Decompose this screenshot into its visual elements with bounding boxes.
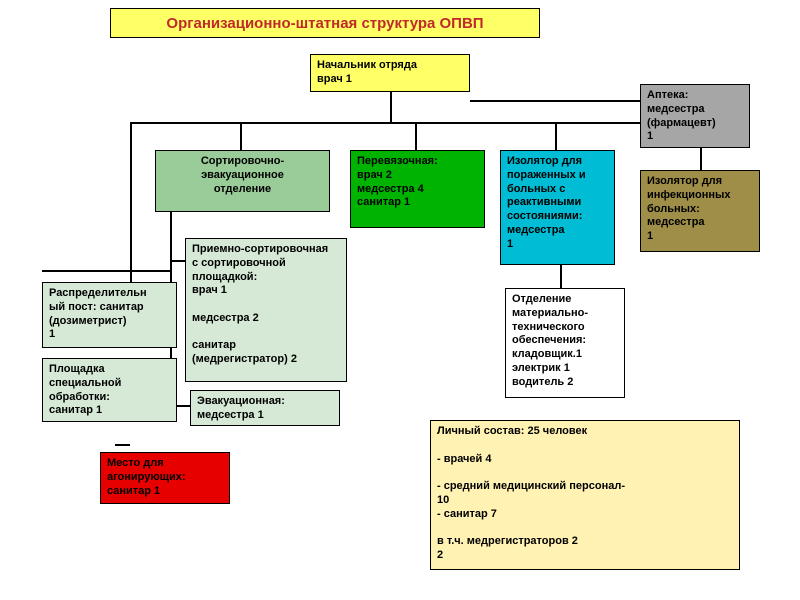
node-chief: Начальник отрядаврач 1 xyxy=(310,54,470,92)
connector-line xyxy=(42,270,170,272)
node-reception: Приемно-сортировочнаяс сортировочнойплощ… xyxy=(185,238,347,382)
connector-line xyxy=(390,92,392,122)
node-distrib-post: Распределительный пост: санитар (дозимет… xyxy=(42,282,177,348)
node-dressing: Перевязочная:врач 2 медсестра 4 санитар … xyxy=(350,150,485,228)
connector-line xyxy=(130,122,132,292)
node-evac: Эвакуационная: медсестра 1 xyxy=(190,390,340,426)
connector-line xyxy=(130,122,700,124)
node-triage-dept: Сортировочно-эвакуационноеотделение xyxy=(155,150,330,212)
connector-line xyxy=(560,265,562,290)
connector-line xyxy=(555,122,557,152)
org-chart-canvas: Организационно-штатная структура ОПВП На… xyxy=(0,0,800,600)
node-decontam: Площадкаспециальнойобработки: санитар 1 xyxy=(42,358,177,422)
node-staff-summary: Личный состав: 25 человек - врачей 4 - с… xyxy=(430,420,740,570)
node-agonizing: Место дляагонирующих: санитар 1 xyxy=(100,452,230,504)
connector-line xyxy=(240,122,242,152)
node-isolator-reactive: Изолятор дляпораженных ибольных среактив… xyxy=(500,150,615,265)
node-pharmacy: Аптека: медсестра(фармацевт)1 xyxy=(640,84,750,148)
chart-title: Организационно-штатная структура ОПВП xyxy=(110,8,540,38)
node-isolator-infect: Изолятор дляинфекционныхбольных: медсест… xyxy=(640,170,760,252)
connector-line xyxy=(115,444,130,446)
node-supply: Отделениематериально-техническогообеспеч… xyxy=(505,288,625,398)
connector-line xyxy=(415,122,417,152)
